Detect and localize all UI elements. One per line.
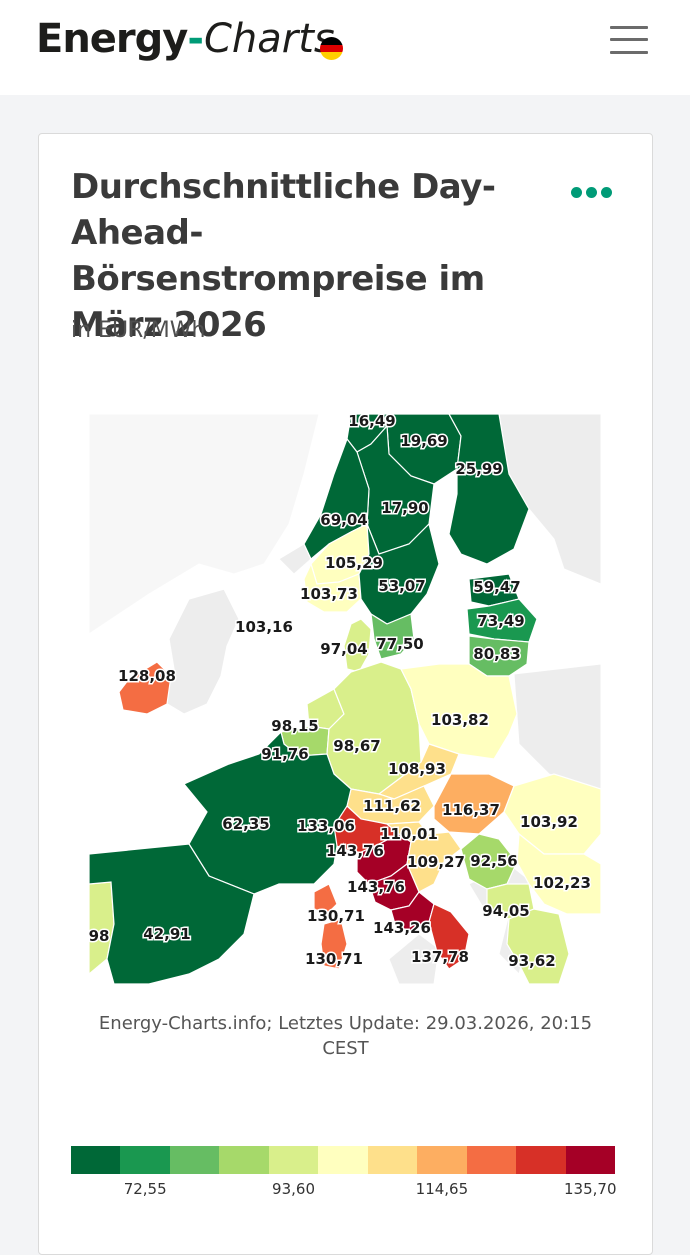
- region-label-fi: 25,99: [455, 460, 502, 478]
- region-label-de: 98,67: [333, 737, 380, 755]
- legend-bin: [466, 1146, 517, 1174]
- legend-bin: [318, 1146, 369, 1174]
- legend-bin: [367, 1146, 418, 1174]
- legend-tick-label: 93,60: [272, 1180, 315, 1198]
- region-label-be: 91,76: [261, 745, 308, 763]
- region-label-nl: 98,15: [271, 717, 318, 735]
- region-label-si: 110,01: [380, 825, 438, 843]
- legend-bin: [71, 1146, 121, 1174]
- region-label-lt: 80,83: [473, 645, 520, 663]
- legend-bin: [565, 1146, 616, 1174]
- legend-tick-label: 114,65: [415, 1180, 469, 1198]
- region-label-ie: 128,08: [118, 667, 176, 685]
- region-label-no2: 103,73: [300, 585, 358, 603]
- region-label-rs: 92,56: [470, 852, 517, 870]
- region-dk1[interactable]: [343, 618, 372, 673]
- region-label-pt: 98: [89, 927, 109, 945]
- legend-bin: [169, 1146, 220, 1174]
- region-label-it-cnorth: 143,76: [326, 842, 384, 860]
- region-no2[interactable]: [303, 562, 362, 613]
- region-se4[interactable]: [370, 612, 415, 660]
- region-label-hr: 109,27: [407, 853, 465, 871]
- region-label-it-south: 143,26: [373, 919, 431, 937]
- region-label-hu: 116,37: [442, 801, 500, 819]
- price-map[interactable]: 16,49 19,69 25,99 17,90 69,04 105,29 103,73 53,…: [89, 414, 601, 984]
- region-gb[interactable]: [158, 588, 240, 715]
- top-bar: Energy-Charts: [0, 0, 690, 95]
- region-fr[interactable]: [183, 730, 352, 895]
- region-it-sardinia[interactable]: [320, 918, 348, 970]
- region-es[interactable]: [89, 843, 255, 984]
- region-it-sardinia-n[interactable]: [313, 883, 338, 915]
- region-label-it-sardinia: 130,71: [305, 950, 363, 968]
- legend-tick-label: 72,55: [123, 1180, 167, 1198]
- energy-charts-logo[interactable]: Energy-Charts: [36, 14, 335, 64]
- legend-tick-label: 135,70: [564, 1180, 617, 1198]
- chart-card: Durchschnittliche Day-Ahead-Börsenstromp…: [38, 133, 653, 1255]
- hamburger-menu-icon[interactable]: [610, 26, 648, 54]
- color-legend: 72,55 93,60 114,65 135,70: [71, 1146, 617, 1198]
- region-label-se4: 77,50: [376, 635, 423, 653]
- region-pl[interactable]: [400, 663, 518, 760]
- chart-title: Durchschnittliche Day-Ahead-Börsenstromp…: [71, 167, 496, 345]
- logo-text-energy: Energy: [36, 16, 188, 62]
- region-it-calabria[interactable]: [428, 903, 470, 970]
- region-label-it-csouth: 143,76: [347, 878, 405, 896]
- legend-bin: [120, 1146, 171, 1174]
- region-ie[interactable]: [118, 661, 172, 715]
- region-label-fr: 62,35: [222, 815, 269, 833]
- region-label-se1: 19,69: [400, 432, 447, 450]
- more-dots-icon[interactable]: [571, 185, 613, 201]
- region-label-no5: 105,29: [325, 554, 383, 572]
- region-label-dk1: 97,04: [320, 640, 367, 658]
- region-label-se3: 53,07: [378, 577, 425, 595]
- logo-text-charts: Charts: [203, 16, 335, 62]
- region-label-se2: 17,90: [381, 499, 428, 517]
- region-label-pl: 103,82: [431, 711, 489, 729]
- region-bg[interactable]: [516, 832, 601, 915]
- region-label-it-north: 133,06: [297, 817, 355, 835]
- region-label-it-calabria: 137,78: [411, 948, 469, 966]
- region-label-ee: 59,47: [473, 578, 520, 596]
- germany-flag-icon[interactable]: [320, 37, 343, 60]
- region-label-bg: 102,23: [533, 874, 591, 892]
- chart-subtitle: in EUR/MWh: [71, 318, 206, 343]
- region-lv[interactable]: [466, 598, 538, 643]
- region-rs[interactable]: [460, 833, 518, 890]
- region-label-es: 42,91: [143, 925, 190, 943]
- region-label-it-sardinia-n: 130,71: [307, 907, 365, 925]
- legend-bin: [417, 1146, 468, 1174]
- region-fi[interactable]: [448, 414, 530, 565]
- legend-bin: [516, 1146, 567, 1174]
- legend-bin: [219, 1146, 270, 1174]
- region-label-cz: 108,93: [388, 760, 446, 778]
- region-label-no4: 16,49: [348, 414, 395, 430]
- region-gr[interactable]: [506, 908, 570, 984]
- chart-caption: Energy-Charts.info; Letztes Update: 29.0…: [98, 1013, 593, 1059]
- region-label-gb: 103,16: [235, 618, 293, 636]
- region-label-at: 111,62: [363, 797, 421, 815]
- legend-bin: [268, 1146, 319, 1174]
- map-canvas: 16,49 19,69 25,99 17,90 69,04 105,29 103,73 53,…: [89, 414, 601, 984]
- region-label-mk: 94,05: [482, 902, 529, 920]
- logo-dash: -: [187, 16, 204, 62]
- region-label-lv: 73,49: [477, 612, 524, 630]
- region-label-no3: 69,04: [320, 511, 367, 529]
- region-label-gr: 93,62: [508, 952, 555, 970]
- region-label-ro: 103,92: [520, 813, 578, 831]
